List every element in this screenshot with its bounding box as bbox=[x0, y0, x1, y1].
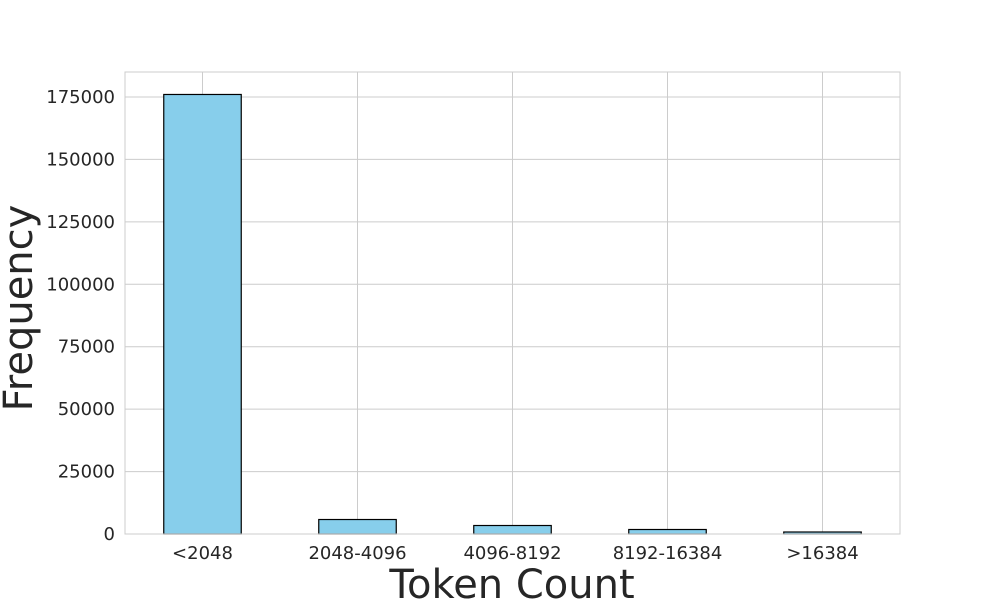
y-tick-label: 100000 bbox=[46, 274, 115, 295]
x-axis-title: Token Count bbox=[388, 562, 634, 600]
bars bbox=[163, 93, 862, 535]
x-tick-label: <2048 bbox=[172, 543, 233, 564]
y-tick-label: 175000 bbox=[46, 87, 115, 108]
plot-area-frame bbox=[124, 71, 901, 535]
grid-lines bbox=[125, 72, 900, 535]
x-tick-label: 4096-8192 bbox=[463, 543, 561, 564]
y-tick-label: 75000 bbox=[58, 337, 115, 358]
x-tick-label: >16384 bbox=[786, 543, 858, 564]
bar-1 bbox=[318, 518, 397, 535]
y-tick-label: 125000 bbox=[46, 212, 115, 233]
bar-3 bbox=[628, 528, 707, 535]
y-tick-label: 150000 bbox=[46, 149, 115, 170]
y-axis-title: Frequency bbox=[0, 205, 42, 412]
x-tick-label: 8192-16384 bbox=[613, 543, 723, 564]
y-tick-label: 50000 bbox=[58, 399, 115, 420]
x-tick-labels: <2048 2048-4096 4096-8192 8192-16384 >16384 bbox=[172, 543, 859, 564]
y-tick-label: 25000 bbox=[58, 462, 115, 483]
y-tick-labels: 0 25000 50000 75000 100000 125000 150000 175000 bbox=[46, 87, 115, 545]
bar-0 bbox=[163, 93, 242, 535]
bar-2 bbox=[473, 524, 552, 535]
y-tick-label: 0 bbox=[104, 524, 115, 545]
x-tick-label: 2048-4096 bbox=[308, 543, 406, 564]
